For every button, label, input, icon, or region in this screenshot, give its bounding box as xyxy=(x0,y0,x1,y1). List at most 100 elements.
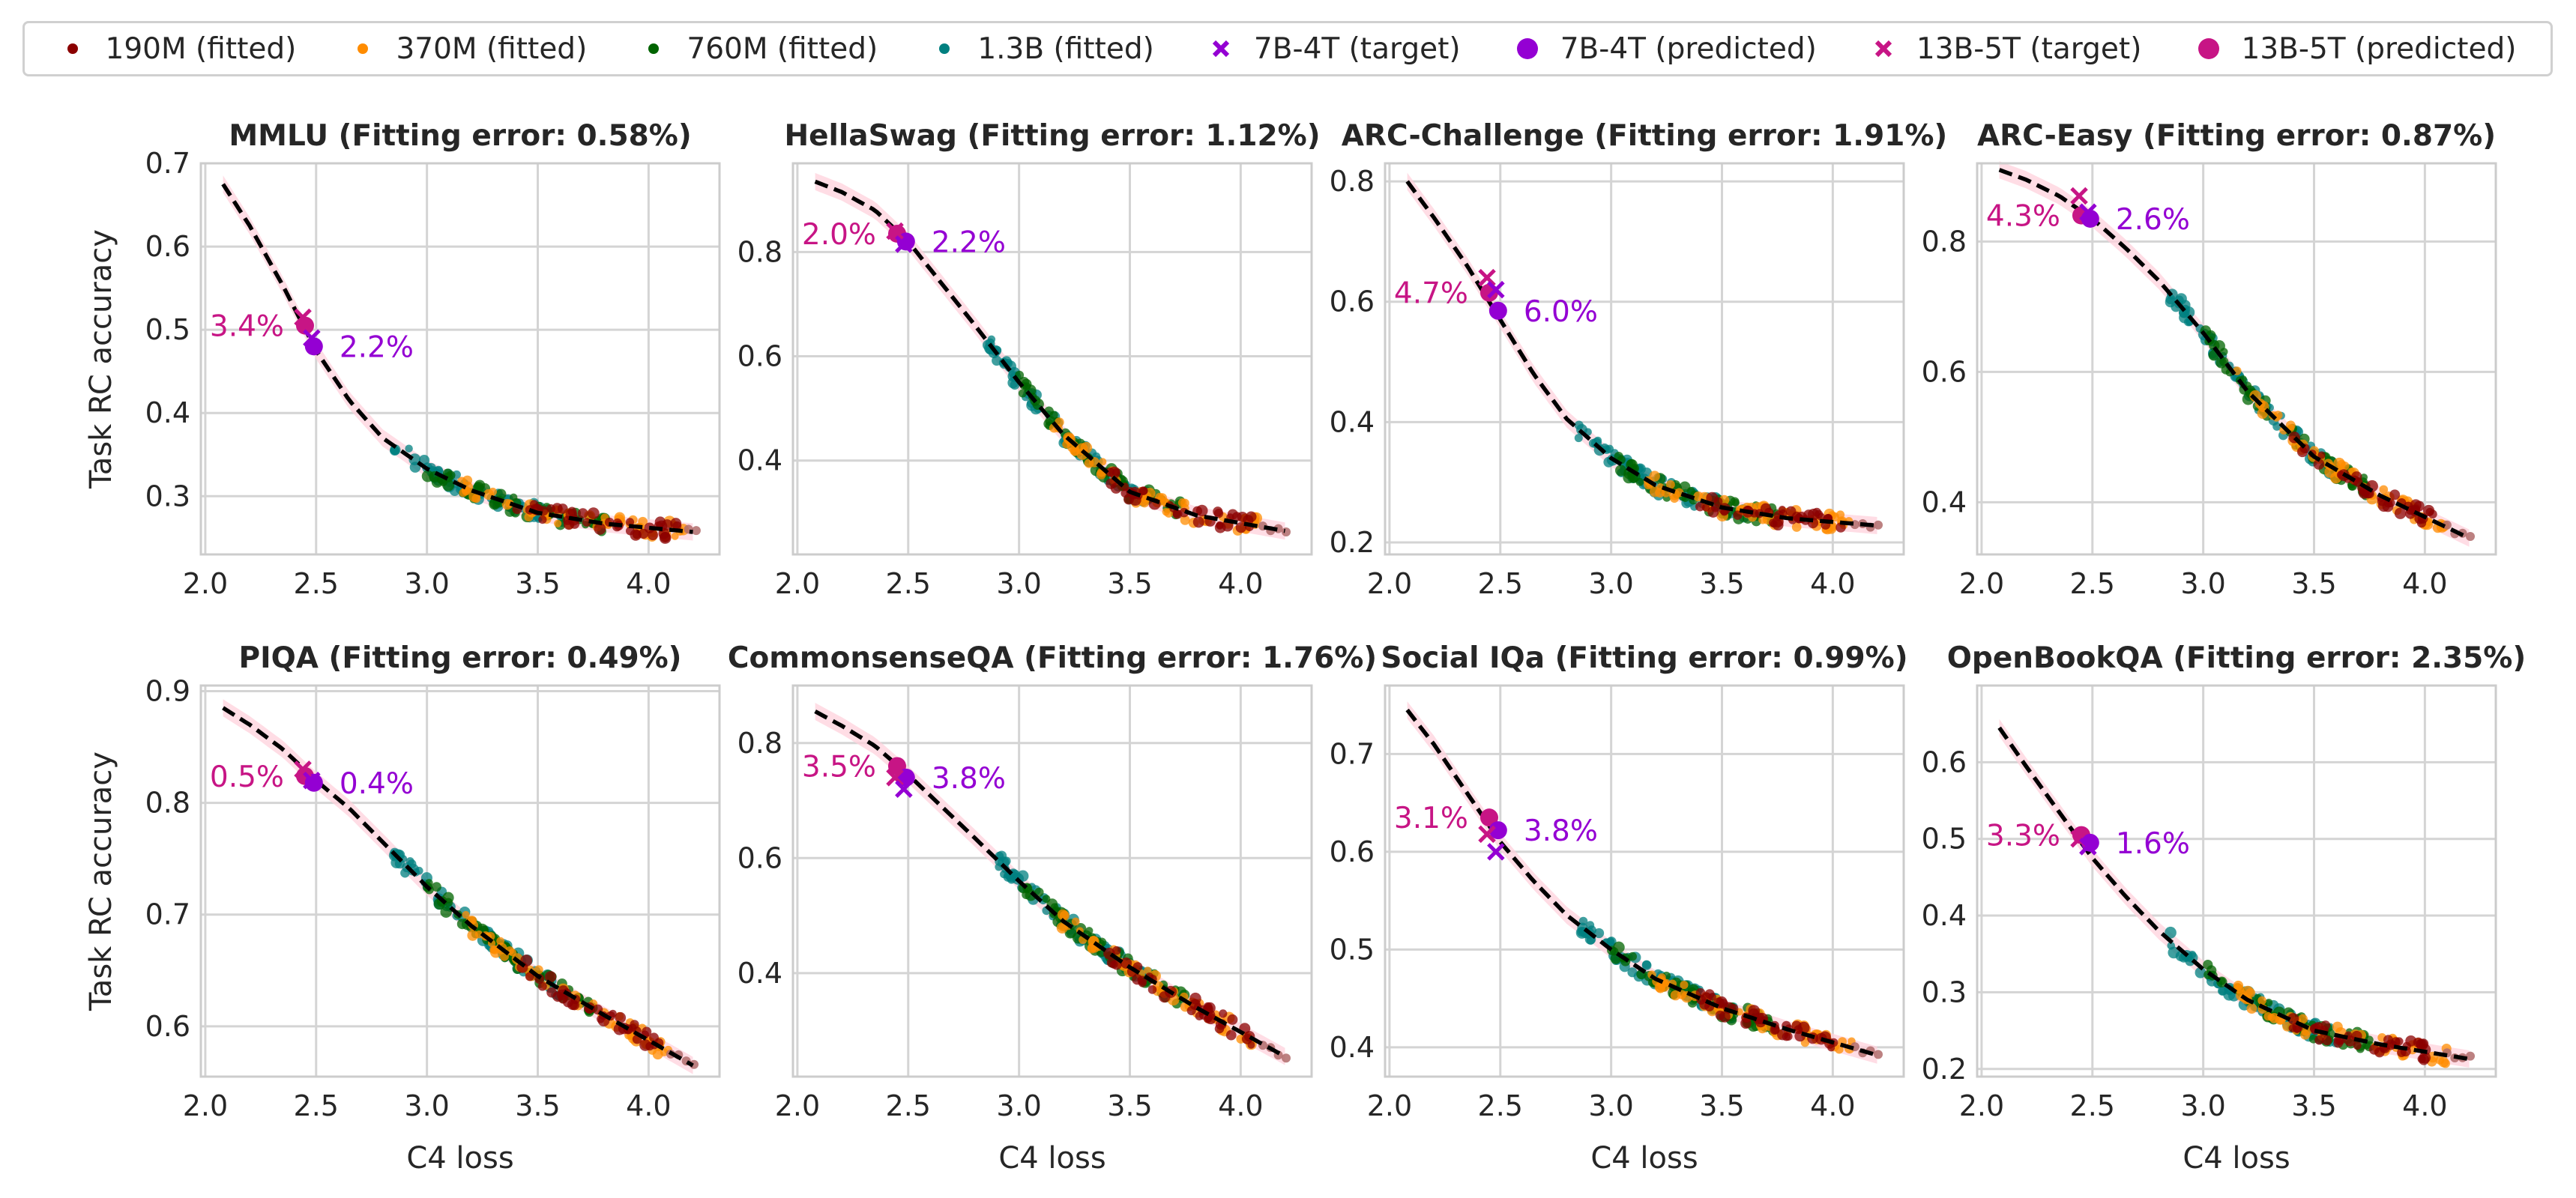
annotation-13b-error: 3.1% xyxy=(1394,802,1468,835)
annotation-7b-error: 2.6% xyxy=(2116,203,2190,237)
marker-7b-target xyxy=(1487,843,1505,861)
confidence-band xyxy=(815,172,1285,540)
point-190m xyxy=(1241,1033,1253,1044)
y-tick-label: 0.5 xyxy=(145,313,190,346)
point-190m xyxy=(2405,1035,2417,1047)
y-tick-label: 0.8 xyxy=(737,727,782,760)
annotation-7b-error: 6.0% xyxy=(1524,295,1598,329)
point-190m xyxy=(1147,985,1157,994)
point-1-3b xyxy=(1607,939,1615,947)
annotation-13b-error: 4.7% xyxy=(1394,277,1468,311)
point-190m xyxy=(1791,1020,1802,1031)
point-190m xyxy=(648,530,659,541)
point-190m xyxy=(2314,1035,2324,1045)
point-760m xyxy=(1623,471,1635,484)
legend-item-13b-predicted: 13B-5T (predicted) xyxy=(2195,32,2516,66)
legend-marker xyxy=(1514,35,1541,62)
x-tick-label: 3.5 xyxy=(1107,1089,1152,1122)
marker-7b-predicted xyxy=(1488,821,1507,840)
y-tick-label: 0.6 xyxy=(1922,745,1967,778)
legend-label: 7B-4T (predicted) xyxy=(1560,31,1817,66)
x-axis-label: C4 loss xyxy=(2183,1141,2290,1176)
point-190m xyxy=(582,518,591,527)
x-tick-label: 2.0 xyxy=(183,1089,228,1122)
legend-dot-mark xyxy=(2198,38,2219,59)
annotation-13b-error: 0.5% xyxy=(210,760,284,794)
marker-13b-target xyxy=(886,222,904,240)
x-tick-label: 3.5 xyxy=(1699,1089,1744,1122)
fit-curve xyxy=(1405,708,1878,1057)
x-tick-label: 4.0 xyxy=(2402,1089,2447,1122)
marker-13b-target xyxy=(294,308,312,327)
point-190m xyxy=(1219,1009,1228,1018)
point-190m xyxy=(1815,509,1824,518)
y-tick-label: 0.4 xyxy=(1330,1031,1375,1064)
marker-13b-predicted xyxy=(1479,283,1498,302)
y-tick-label: 0.8 xyxy=(737,235,782,268)
x-tick-label: 2.5 xyxy=(2070,567,2115,600)
marker-13b-target xyxy=(1478,268,1496,287)
legend-label: 13B-5T (target) xyxy=(1916,31,2142,66)
point-190m xyxy=(1755,1016,1767,1028)
point-190m xyxy=(1707,506,1719,518)
x-tick-label: 2.0 xyxy=(1367,567,1412,600)
legend-item-370m: 370M (fitted) xyxy=(349,32,587,66)
x-tick-label: 2.5 xyxy=(2070,1089,2115,1122)
x-tick-label: 3.5 xyxy=(515,567,560,600)
point-1-3b xyxy=(2165,926,2177,939)
point-1-3b xyxy=(2165,296,2177,308)
point-1-3b xyxy=(1574,434,1583,443)
point-760m xyxy=(1085,927,1094,935)
panel-title: HellaSwag (Fitting error: 1.12%) xyxy=(784,119,1320,153)
point-1-3b xyxy=(390,445,400,456)
point-370m xyxy=(1649,486,1661,497)
point-370m xyxy=(1180,515,1190,525)
x-tick-label: 4.0 xyxy=(626,567,671,600)
annotation-7b-error: 1.6% xyxy=(2116,827,2190,861)
y-tick-label: 0.9 xyxy=(145,674,190,707)
panel-title: PIQA (Fitting error: 0.49%) xyxy=(239,641,682,675)
y-tick-label: 0.6 xyxy=(145,230,190,263)
marker-13b-target xyxy=(1478,825,1496,844)
point-370m xyxy=(488,487,498,496)
y-tick-label: 0.4 xyxy=(1922,899,1967,932)
x-tick-label: 4.0 xyxy=(2402,567,2447,600)
y-tick-label: 0.7 xyxy=(145,898,190,931)
point-190m xyxy=(2353,1041,2362,1050)
y-axis-label: Task RC accuracy xyxy=(84,751,118,1011)
x-tick-label: 3.0 xyxy=(404,567,449,600)
y-tick-label: 0.6 xyxy=(145,1010,190,1043)
legend-cross-mark xyxy=(1874,40,1892,58)
x-tick-label: 2.5 xyxy=(886,1089,931,1122)
y-tick-label: 0.4 xyxy=(737,957,782,990)
y-tick-label: 0.3 xyxy=(1922,975,1967,1008)
point-370m xyxy=(2340,461,2350,471)
panel-title: OpenBookQA (Fitting error: 2.35%) xyxy=(1947,641,2526,675)
point-190m xyxy=(1695,501,1705,512)
point-190m xyxy=(1109,960,1118,969)
axes-frame xyxy=(1384,162,1905,556)
annotation-7b-error: 3.8% xyxy=(1524,814,1598,848)
x-tick-label: 4.0 xyxy=(626,1089,671,1122)
legend-marker-svg xyxy=(648,43,660,54)
x-tick-label: 2.0 xyxy=(775,567,820,600)
annotation-7b-error: 0.4% xyxy=(340,767,414,801)
point-tail xyxy=(1282,527,1291,536)
point-1-3b xyxy=(405,857,414,866)
x-axis-label: C4 loss xyxy=(998,1141,1105,1176)
legend-dot-mark xyxy=(648,43,660,54)
point-370m xyxy=(1062,440,1070,449)
point-1-3b xyxy=(2218,987,2227,996)
y-tick-label: 0.8 xyxy=(145,787,190,820)
y-tick-label: 0.8 xyxy=(1922,225,1967,258)
legend-marker-svg xyxy=(67,43,78,54)
point-1-3b xyxy=(400,868,410,878)
point-1-3b xyxy=(1001,856,1011,866)
point-tail xyxy=(2466,1051,2475,1061)
point-760m xyxy=(473,482,482,491)
point-370m xyxy=(2233,980,2244,991)
point-190m xyxy=(1708,993,1716,1001)
point-1-3b xyxy=(405,444,413,453)
marker-13b-predicted xyxy=(1479,808,1498,827)
